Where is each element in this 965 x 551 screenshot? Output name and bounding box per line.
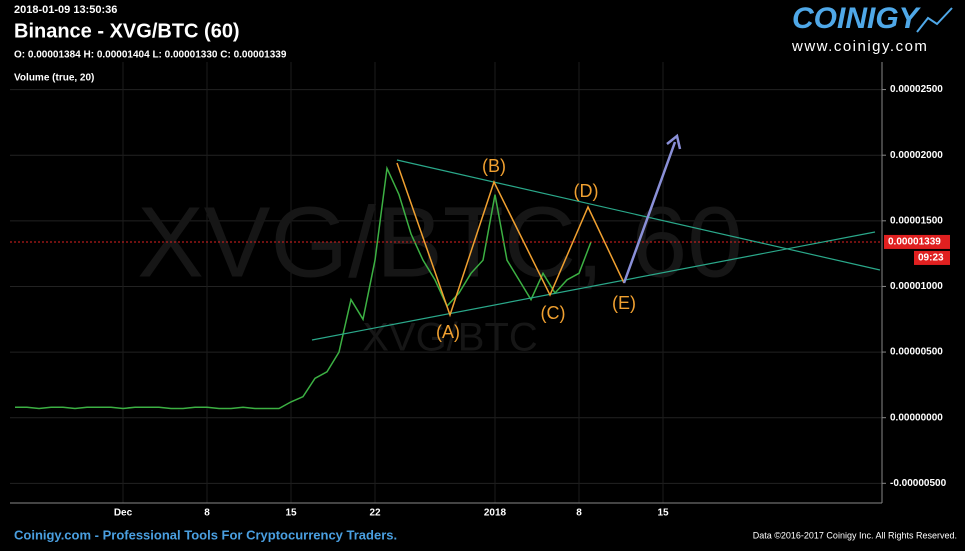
- y-tick-label: 0.00001500: [890, 215, 943, 226]
- wave-label: (A): [436, 322, 460, 342]
- logo-url: www.coinigy.com: [791, 38, 928, 55]
- wave-label: (D): [574, 181, 599, 201]
- arrow-head: [666, 133, 682, 150]
- x-tick-label: 8: [576, 508, 582, 519]
- last-price-tag: [884, 234, 950, 249]
- ohlc: O: 0.00001384 H: 0.00001404 L: 0.0000133…: [14, 50, 287, 61]
- plot: [10, 165, 882, 410]
- axis-labels: 0.00002500 0.00002000 0.00001500 0.00001000…: [114, 84, 950, 519]
- chart-title: Binance - XVG/BTC (60): [14, 20, 240, 42]
- logo: COINIGY: [792, 2, 922, 35]
- projection-arrow: [622, 141, 677, 284]
- logo-icon: [916, 7, 953, 33]
- grid: [10, 62, 882, 503]
- footer-right: Data ©2016-2017 Coinigy Inc. All Rights …: [753, 530, 957, 540]
- x-tick-label: 2018: [484, 508, 507, 519]
- x-tick-label: 8: [204, 508, 210, 519]
- y-tick-label: 0.00001000: [890, 281, 943, 292]
- countdown-tag: [914, 250, 950, 265]
- y-tick-label: 0.00000500: [890, 347, 943, 358]
- wave-label: (B): [482, 156, 506, 176]
- timestamp: 2018-01-09 13:50:36: [14, 4, 117, 16]
- trend-line-lower: [311, 231, 876, 341]
- x-tick-label: 22: [369, 508, 381, 519]
- x-tick-label: 15: [285, 508, 297, 519]
- wave-label: (E): [612, 293, 636, 313]
- last-price-label: 0.00001339: [888, 237, 941, 248]
- x-tick-label: Dec: [114, 508, 133, 519]
- trend-line-upper: [396, 159, 881, 271]
- footer-left: Coinigy.com - Professional Tools For Cry…: [14, 527, 397, 542]
- y-tick-label: 0.00000000: [890, 412, 943, 423]
- indicator-label: Volume (true, 20): [14, 73, 94, 84]
- price-line: [15, 165, 592, 410]
- y-tick-label: 0.00002500: [890, 84, 943, 95]
- y-tick-label: 0.00002000: [890, 150, 943, 161]
- wave-path: [396, 162, 625, 318]
- y-tick-label: -0.00000500: [890, 478, 947, 489]
- sub-watermark: XVG/BTC: [362, 316, 538, 360]
- x-tick-label: 15: [657, 508, 669, 519]
- wave-label: (C): [541, 303, 566, 323]
- countdown-label: 09:23: [918, 253, 944, 264]
